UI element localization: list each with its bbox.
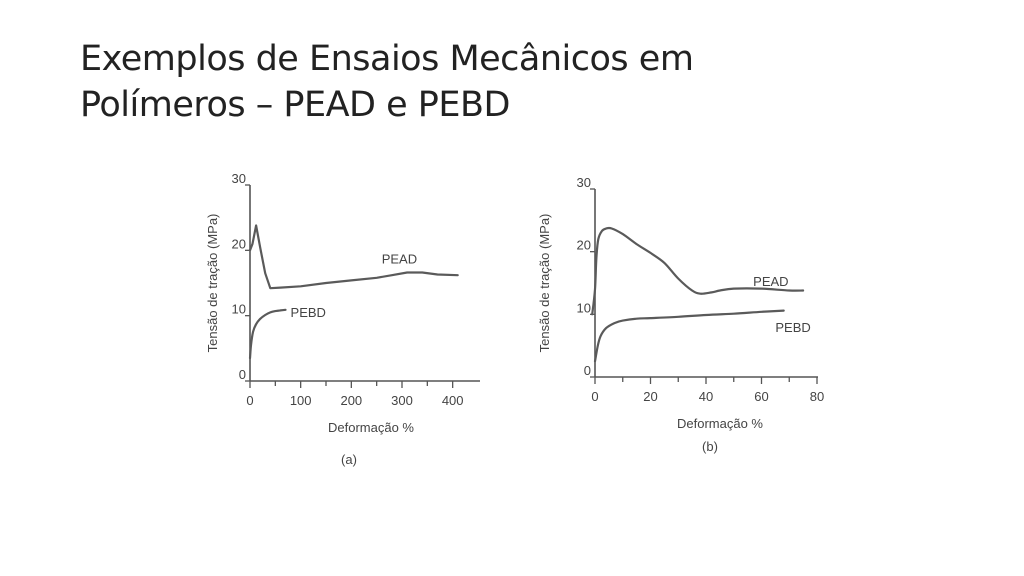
- series-line-pead-a: [248, 224, 459, 290]
- x-axis-title-a: Deformação %: [328, 420, 414, 435]
- series-label-pebd-a: PEBD: [291, 305, 326, 320]
- y-axis-title-a: Tensão de tração (MPa): [205, 214, 220, 353]
- x-tick-label-a: 300: [391, 393, 413, 408]
- y-axis-title-b: Tensão de tração (MPa): [537, 214, 552, 353]
- x-axis-title-b: Deformação %: [677, 416, 763, 431]
- y-tick-label-a: 0: [239, 367, 246, 382]
- panel-caption-a: (a): [341, 452, 357, 467]
- y-tick-label-a: 30: [232, 171, 246, 186]
- x-tick-label-a: 400: [442, 393, 464, 408]
- series-label-pebd-b: PEBD: [775, 320, 810, 335]
- panel-caption-b: (b): [702, 439, 718, 454]
- slide-title: Exemplos de Ensaios Mecânicos em Polímer…: [80, 36, 980, 128]
- chart-panel-b: 0 10 20 30 0 20 40 60 80 Deformação % Tensão de tr…: [530, 172, 830, 467]
- x-tick-label-a: 100: [290, 393, 312, 408]
- x-tick-label-b: 80: [810, 389, 824, 404]
- series-label-pead-b: PEAD: [753, 274, 788, 289]
- series-label-pead-a: PEAD: [382, 251, 417, 266]
- x-tick-label-a: 200: [340, 393, 362, 408]
- slide-title-line-2: Polímeros – PEAD e PEBD: [80, 85, 510, 125]
- slide-title-line-1: Exemplos de Ensaios Mecânicos em: [80, 39, 694, 79]
- x-tick-label-b: 40: [699, 389, 713, 404]
- x-tick-label-b: 60: [754, 389, 768, 404]
- y-tick-label-b: 30: [577, 175, 591, 190]
- y-tick-label-a: 20: [232, 236, 246, 251]
- chart-panel-a: 0 10 20 30 0 100 200 300 400 Deformação % Tensão d…: [190, 170, 490, 475]
- y-tick-label-b: 10: [577, 300, 591, 315]
- x-tick-label-b: 20: [643, 389, 657, 404]
- y-tick-label-b: 0: [584, 363, 591, 378]
- series-line-pebd-b: [593, 309, 785, 363]
- chart-b-svg: 0 10 20 30 0 20 40 60 80 Deformação % Tensão de tr…: [537, 175, 824, 454]
- y-tick-label-b: 20: [577, 238, 591, 253]
- series-line-pead-b: [591, 226, 805, 316]
- y-tick-label-a: 10: [232, 302, 246, 317]
- x-tick-label-a: 0: [246, 393, 253, 408]
- x-tick-label-b: 0: [591, 389, 598, 404]
- series-line-pebd-a: [248, 308, 287, 360]
